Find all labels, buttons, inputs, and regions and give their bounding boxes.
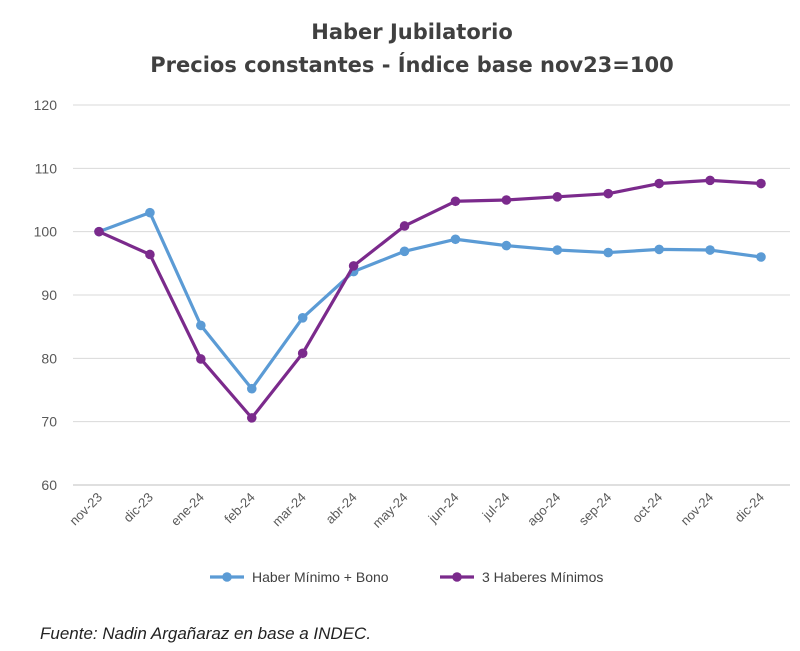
data-point	[654, 244, 664, 255]
legend-label: Haber Mínimo + Bono	[252, 569, 389, 585]
y-tick-label: 60	[41, 477, 57, 493]
data-point	[399, 246, 410, 257]
legend-marker	[222, 572, 232, 582]
y-tick-label: 110	[35, 160, 58, 176]
series-line	[97, 211, 763, 391]
data-point	[756, 178, 766, 189]
data-point	[450, 234, 461, 245]
data-point	[705, 245, 715, 255]
data-point	[654, 178, 664, 189]
data-point	[246, 383, 257, 394]
data-point	[501, 195, 512, 205]
data-point	[552, 245, 563, 255]
x-tick-label: feb-24	[221, 490, 258, 527]
legend-label: 3 Haberes Mínimos	[482, 569, 603, 585]
data-point	[94, 226, 104, 237]
data-point	[145, 207, 155, 218]
x-tick-label: nov-24	[677, 490, 716, 529]
data-point	[348, 261, 359, 271]
y-tick-label: 80	[41, 350, 57, 366]
series-lines	[94, 175, 766, 423]
legend: Haber Mínimo + Bono 3 Haberes Mínimos	[210, 569, 603, 585]
data-point	[603, 188, 614, 199]
series-1	[94, 207, 766, 394]
x-tick-label: nov-23	[66, 490, 105, 529]
y-tick-label: 100	[34, 224, 58, 240]
x-tick-label: ene-24	[168, 490, 207, 529]
data-point	[501, 240, 512, 251]
x-tick-label: oct-24	[629, 490, 665, 526]
legend-item: 3 Haberes Mínimos	[440, 569, 603, 585]
data-point	[196, 354, 206, 364]
series-line	[97, 178, 763, 420]
chart-title: Haber Jubilatorio	[311, 20, 513, 44]
chart-subtitle: Precios constantes - Índice base nov23=1…	[150, 52, 673, 77]
y-tick-label: 90	[41, 287, 57, 303]
legend-marker	[452, 572, 462, 582]
data-point	[450, 196, 461, 207]
legend-item: Haber Mínimo + Bono	[210, 569, 389, 585]
data-point	[705, 175, 715, 186]
x-axis: nov-23 dic-23 ene-24 feb-24 mar-24 abr-24 may-…	[66, 490, 767, 531]
x-tick-label: abr-24	[323, 490, 360, 527]
data-point	[145, 249, 155, 260]
x-tick-label: ago-24	[524, 490, 563, 529]
y-tick-label: 120	[34, 97, 58, 113]
x-tick-label: dic-23	[120, 490, 156, 526]
data-point	[603, 247, 614, 258]
data-point	[297, 348, 308, 359]
data-point	[399, 221, 410, 231]
y-axis: 60 70 80 90 100 110 120	[34, 97, 58, 493]
x-tick-label: may-24	[369, 490, 410, 531]
data-point	[297, 313, 308, 323]
x-tick-label: jul-24	[479, 490, 513, 524]
series-2	[94, 175, 766, 423]
data-point	[196, 320, 206, 331]
source-note: Fuente: Nadin Argañaraz en base a INDEC.	[40, 624, 372, 643]
x-tick-label: mar-24	[269, 490, 309, 530]
x-tick-label: dic-24	[731, 490, 767, 526]
data-point	[552, 192, 563, 202]
y-tick-label: 70	[41, 414, 57, 430]
data-point	[756, 252, 766, 262]
data-point	[246, 413, 257, 423]
gridlines	[73, 104, 790, 486]
x-tick-label: jun-24	[425, 490, 462, 527]
x-tick-label: sep-24	[576, 490, 615, 529]
